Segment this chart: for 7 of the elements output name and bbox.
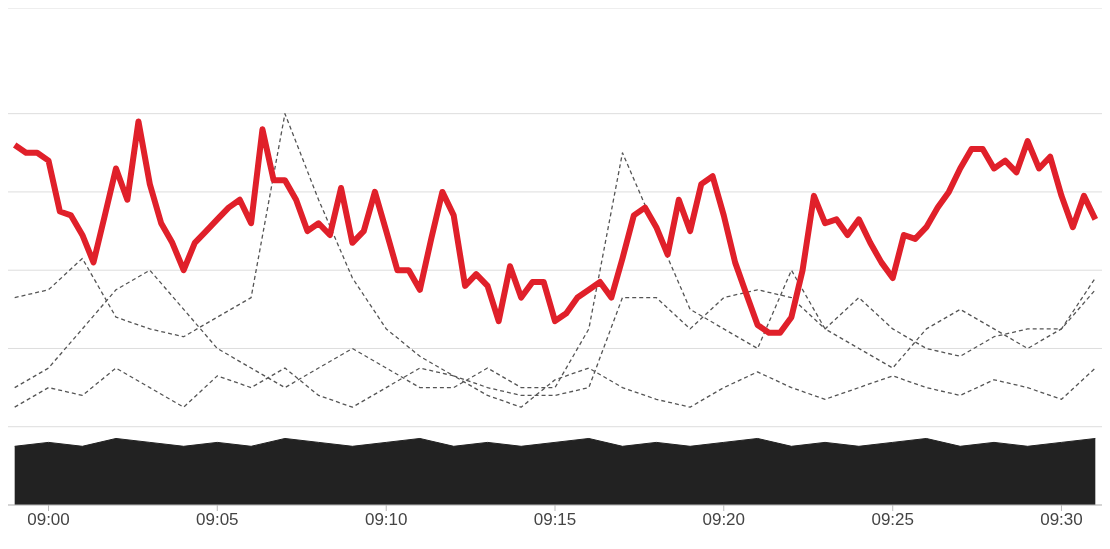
x-tick-label: 09:15 (533, 510, 577, 530)
x-tick-label: 09:25 (871, 510, 914, 530)
x-tick-label: 09:20 (702, 510, 746, 530)
x-tick-label: 09:05 (196, 510, 239, 530)
x-tick-label: 09:10 (364, 510, 408, 530)
x-tick-label: 09:30 (1040, 510, 1083, 530)
x-tick-label: 09:00 (27, 510, 70, 530)
